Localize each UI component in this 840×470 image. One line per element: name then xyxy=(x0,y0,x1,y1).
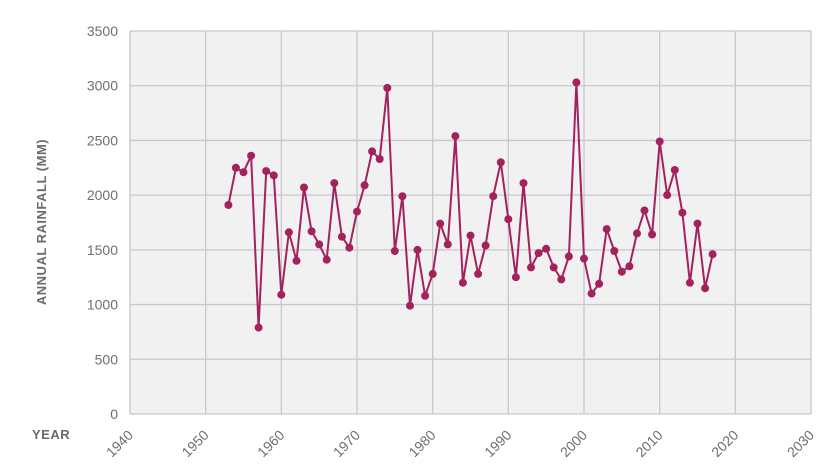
data-point xyxy=(625,262,634,271)
data-point xyxy=(519,179,528,188)
series-rainfall xyxy=(224,78,717,332)
data-point xyxy=(708,250,717,259)
data-point xyxy=(474,269,483,278)
x-tick-label: 1940 xyxy=(103,427,136,460)
data-point xyxy=(315,240,324,249)
data-point xyxy=(564,252,573,261)
data-point xyxy=(701,284,710,293)
data-point xyxy=(368,147,377,156)
data-point xyxy=(224,201,233,209)
data-point xyxy=(231,163,240,172)
y-tick-label: 3000 xyxy=(87,78,118,94)
x-tick-label: 2000 xyxy=(557,427,590,460)
data-point xyxy=(610,247,619,255)
y-tick-label: 500 xyxy=(95,351,119,367)
data-point xyxy=(678,208,687,217)
y-tick-label: 1500 xyxy=(87,242,118,258)
data-point xyxy=(580,254,588,263)
data-point xyxy=(345,243,354,252)
data-point xyxy=(254,323,263,332)
y-tick-label: 2000 xyxy=(87,187,118,203)
plot-area xyxy=(130,31,811,414)
data-point xyxy=(648,230,657,239)
x-tick-label: 1990 xyxy=(481,427,514,460)
data-point xyxy=(640,206,649,215)
data-point xyxy=(504,215,513,224)
data-point xyxy=(685,278,694,287)
data-point xyxy=(353,207,361,216)
y-tick-label: 1000 xyxy=(87,297,118,313)
data-point xyxy=(390,247,399,255)
data-point xyxy=(451,132,460,141)
x-axis-title: YEAR xyxy=(32,427,70,442)
data-point xyxy=(383,83,392,92)
data-point xyxy=(602,225,611,234)
data-point xyxy=(557,275,566,284)
data-point xyxy=(421,291,430,300)
data-point xyxy=(436,219,445,228)
x-tick-label: 1980 xyxy=(405,427,438,460)
data-point xyxy=(375,155,384,163)
data-point xyxy=(511,273,520,282)
data-point xyxy=(262,167,271,176)
data-point xyxy=(534,249,543,258)
data-point xyxy=(413,245,422,254)
data-point xyxy=(549,263,558,272)
data-point xyxy=(595,279,604,288)
data-point xyxy=(307,227,316,236)
data-point xyxy=(277,290,286,299)
data-point xyxy=(398,192,407,201)
data-point xyxy=(239,168,248,177)
data-point xyxy=(481,241,490,250)
data-point xyxy=(587,289,596,298)
data-point xyxy=(269,171,278,180)
data-point xyxy=(496,158,505,167)
x-tick-label: 2010 xyxy=(632,427,665,460)
data-point xyxy=(322,255,331,264)
data-point xyxy=(292,256,301,265)
data-point xyxy=(527,263,535,272)
data-point xyxy=(572,78,581,87)
data-point xyxy=(663,191,672,200)
y-tick-label: 2500 xyxy=(87,132,118,148)
x-axis-ticks: 1940 1950 1960 1970 1980 1990 2000 2010 2020 2030 xyxy=(103,427,817,460)
data-point xyxy=(670,166,679,174)
y-tick-label: 0 xyxy=(110,406,118,422)
data-point xyxy=(406,301,414,310)
data-point xyxy=(655,137,664,146)
data-point xyxy=(443,240,452,249)
y-axis-ticks: 0 500 1000 1500 2000 2500 3000 3500 xyxy=(87,23,118,422)
x-tick-label: 2030 xyxy=(784,427,817,460)
data-point xyxy=(617,267,626,276)
x-tick-label: 1950 xyxy=(178,427,211,460)
data-point xyxy=(247,151,256,160)
data-point xyxy=(428,269,437,278)
data-point xyxy=(330,179,339,188)
data-point xyxy=(466,231,475,240)
data-point xyxy=(693,219,702,228)
data-point xyxy=(633,229,641,238)
data-point xyxy=(542,244,551,253)
data-point xyxy=(337,232,346,241)
y-axis-title: ANNUAL RAINFALL (MM) xyxy=(34,139,49,305)
data-point xyxy=(284,228,293,237)
data-point xyxy=(300,183,308,192)
data-point xyxy=(489,192,498,201)
x-tick-label: 1970 xyxy=(330,427,363,460)
data-point xyxy=(458,278,467,287)
x-tick-label: 1960 xyxy=(254,427,287,460)
data-point xyxy=(360,181,369,190)
x-tick-label: 2020 xyxy=(708,427,741,460)
y-tick-label: 3500 xyxy=(87,23,118,39)
